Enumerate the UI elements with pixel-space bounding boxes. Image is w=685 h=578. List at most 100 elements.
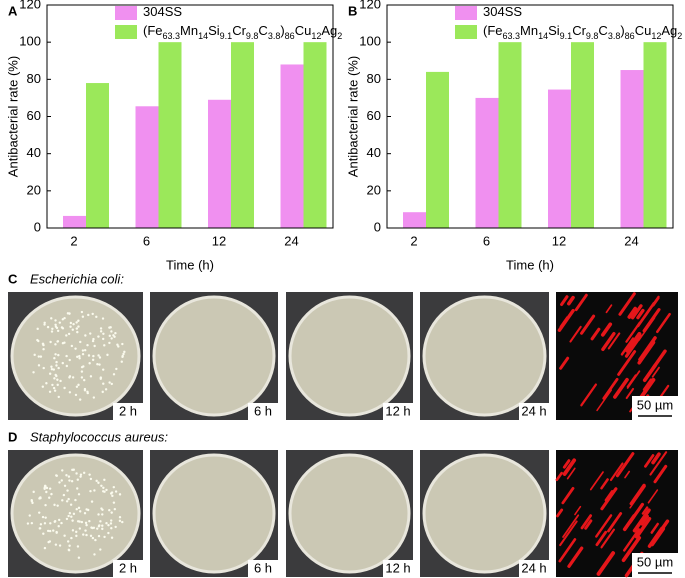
bar: [303, 42, 327, 228]
petri-dish: [10, 453, 141, 574]
colony: [101, 527, 104, 531]
colony: [84, 529, 87, 532]
colony: [97, 513, 100, 516]
colony: [70, 515, 73, 518]
red-stain: [558, 538, 577, 563]
colony: [114, 525, 117, 529]
colony: [102, 368, 105, 371]
colony: [101, 513, 104, 516]
colony: [118, 493, 122, 496]
time-label-box: [383, 403, 413, 420]
red-stain: [595, 514, 613, 538]
colony: [68, 512, 72, 515]
colony: [61, 318, 65, 321]
colony: [44, 516, 47, 519]
colony: [68, 544, 71, 547]
y-tick-label: 0: [374, 219, 381, 234]
colony: [89, 477, 93, 481]
colony: [108, 509, 111, 512]
colony: [69, 321, 73, 325]
colony: [49, 522, 52, 525]
colony: [91, 339, 95, 343]
colony: [56, 378, 59, 381]
x-axis-label: Time (h): [166, 257, 214, 272]
colony: [121, 355, 124, 359]
colony: [94, 538, 97, 542]
y-tick-label: 80: [367, 71, 381, 86]
colony: [99, 327, 103, 330]
colony: [57, 366, 60, 370]
bar: [231, 42, 254, 228]
colony: [95, 315, 98, 319]
colony: [42, 343, 45, 347]
colony: [101, 508, 104, 511]
bar: [280, 64, 304, 228]
colony: [65, 500, 69, 503]
colony: [97, 335, 100, 338]
y-tick-label: 100: [359, 34, 381, 49]
colony: [51, 383, 54, 387]
red-stain: [584, 519, 593, 530]
red-stain: [600, 478, 609, 490]
colony: [70, 344, 74, 348]
red-stain: [624, 334, 643, 358]
bar: [403, 212, 426, 228]
colony: [109, 522, 113, 525]
time-label: 6 h: [254, 560, 272, 575]
bar: [158, 42, 182, 228]
time-label-box: [519, 560, 549, 577]
colony: [112, 485, 116, 489]
colony: [53, 357, 56, 360]
colony: [98, 524, 101, 527]
colony: [86, 343, 89, 347]
x-tick-label: 12: [552, 233, 566, 248]
colony: [75, 530, 78, 534]
time-label-box: [248, 560, 278, 577]
colony: [79, 473, 83, 476]
red-stain: [595, 530, 608, 547]
colony: [57, 395, 60, 399]
red-stain: [559, 356, 570, 370]
colony: [28, 514, 31, 517]
colony: [116, 343, 119, 346]
colony: [57, 518, 61, 522]
colony: [61, 469, 64, 472]
colony: [67, 475, 71, 478]
colony: [102, 486, 105, 489]
colony: [80, 376, 84, 379]
red-stain: [621, 535, 642, 563]
legend-label: (Fe63.3Mn14Si9.1Cr9.8C3.8)86Cu12Ag2: [143, 23, 342, 41]
colony: [70, 536, 73, 540]
colony: [45, 486, 49, 490]
colony: [71, 328, 74, 331]
red-stain: [574, 505, 582, 516]
red-stain: [601, 332, 616, 352]
y-tick-label: 40: [27, 145, 41, 160]
colony: [70, 480, 74, 483]
colony: [43, 546, 47, 550]
time-label: 24 h: [521, 403, 546, 418]
colony: [54, 353, 57, 356]
legend-label: (Fe63.3Mn14Si9.1Cr9.8C3.8)86Cu12Ag2: [483, 23, 682, 41]
colony: [48, 529, 52, 533]
time-label-box: [519, 403, 549, 420]
colony: [72, 322, 75, 326]
colony: [76, 520, 80, 523]
colony: [101, 524, 104, 527]
y-tick-label: 120: [359, 0, 381, 11]
colony: [78, 354, 81, 358]
petri-dish: [422, 295, 547, 417]
colony: [52, 368, 55, 371]
colony: [65, 364, 69, 368]
red-stain: [607, 512, 623, 533]
colony: [56, 329, 60, 333]
red-stain: [620, 337, 635, 356]
colony: [80, 370, 84, 373]
colony: [77, 383, 80, 387]
red-stain: [567, 546, 584, 568]
colony: [43, 323, 46, 326]
colony: [72, 512, 76, 516]
colony: [78, 527, 82, 530]
red-stain: [642, 308, 661, 333]
